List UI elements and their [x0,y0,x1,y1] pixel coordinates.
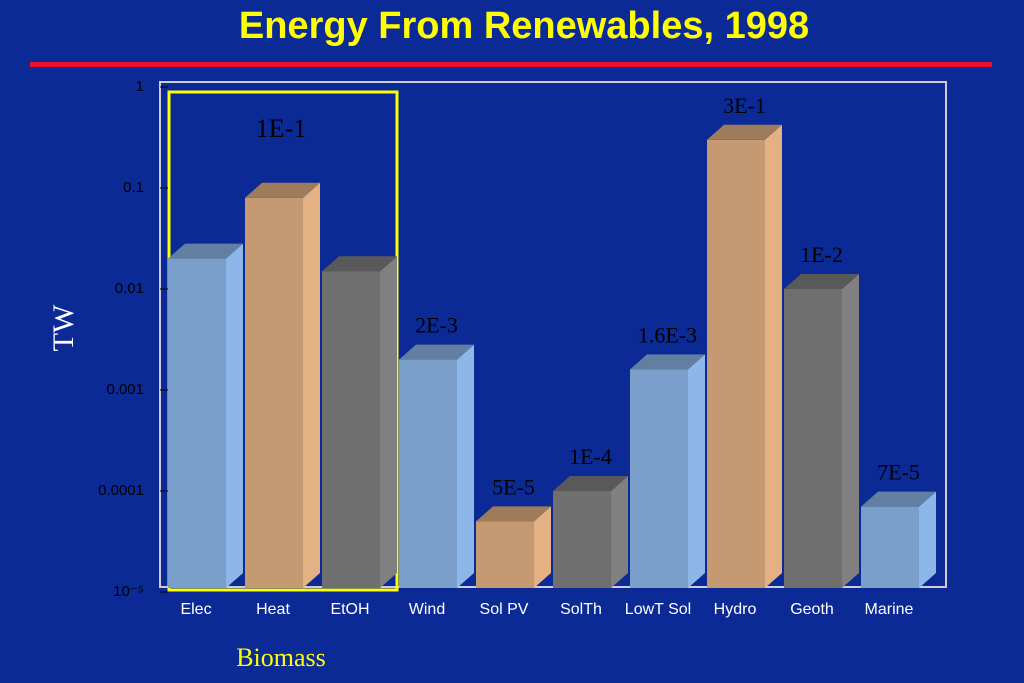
bar-side [226,243,243,588]
data-label: 1.6E-3 [638,322,697,347]
bar-top [322,256,397,272]
bar-top [553,476,628,491]
bar-top [707,124,782,140]
data-label: 1E-2 [800,242,843,267]
data-label: 5E-5 [492,474,535,499]
bar-side [842,274,859,588]
y-tick-label: 10⁻⁵ [113,583,144,600]
bar-side [611,476,628,588]
bar-top [476,506,551,522]
chart-title: Energy From Renewables, 1998 [239,5,809,47]
bar [707,139,765,588]
x-tick-label: Elec [180,601,211,618]
y-tick-label: 1 [136,78,144,95]
bar [630,369,688,588]
x-tick-label: Marine [865,601,914,618]
bar-side [457,344,474,588]
bar-top [399,344,474,360]
data-label: 1E-4 [569,444,612,469]
bar [476,521,534,588]
x-tick-label: SolTh [560,601,602,618]
x-tick-label: Sol PV [480,601,529,618]
title-rule [30,62,992,67]
bar-side [688,354,705,588]
bar-side [380,256,397,588]
bar [322,271,380,588]
y-tick-label: 0.01 [115,280,144,297]
x-tick-label: Wind [409,601,445,618]
annotation: 1E-1 [256,114,307,143]
bar [784,289,842,588]
bar-side [765,124,782,588]
bar [399,359,457,588]
bar-side [534,506,551,588]
data-label: 2E-3 [415,313,458,338]
bar-side [919,491,936,588]
bar-top [630,354,705,370]
x-tick-label: EtOH [330,601,369,618]
bar [245,197,303,589]
data-label: 7E-5 [877,460,920,485]
bar-top [168,243,243,259]
x-tick-label: LowT Sol [625,601,691,618]
bar-top [245,182,320,198]
y-tick-label: 0.1 [123,179,144,196]
y-axis-label: TW [47,304,80,351]
data-label: 3E-1 [723,93,766,118]
y-tick-label: 0.0001 [98,482,144,499]
x-tick-label: Hydro [714,601,757,618]
bar-side [303,182,320,589]
annotation: Biomass [236,643,326,672]
bar-top [861,491,936,507]
bar-top [784,274,859,289]
y-tick-label: 0.001 [106,381,144,398]
bar [168,258,226,588]
bar [861,506,919,588]
x-tick-label: Geoth [790,601,834,618]
bar [553,491,611,588]
x-tick-label: Heat [256,601,290,618]
